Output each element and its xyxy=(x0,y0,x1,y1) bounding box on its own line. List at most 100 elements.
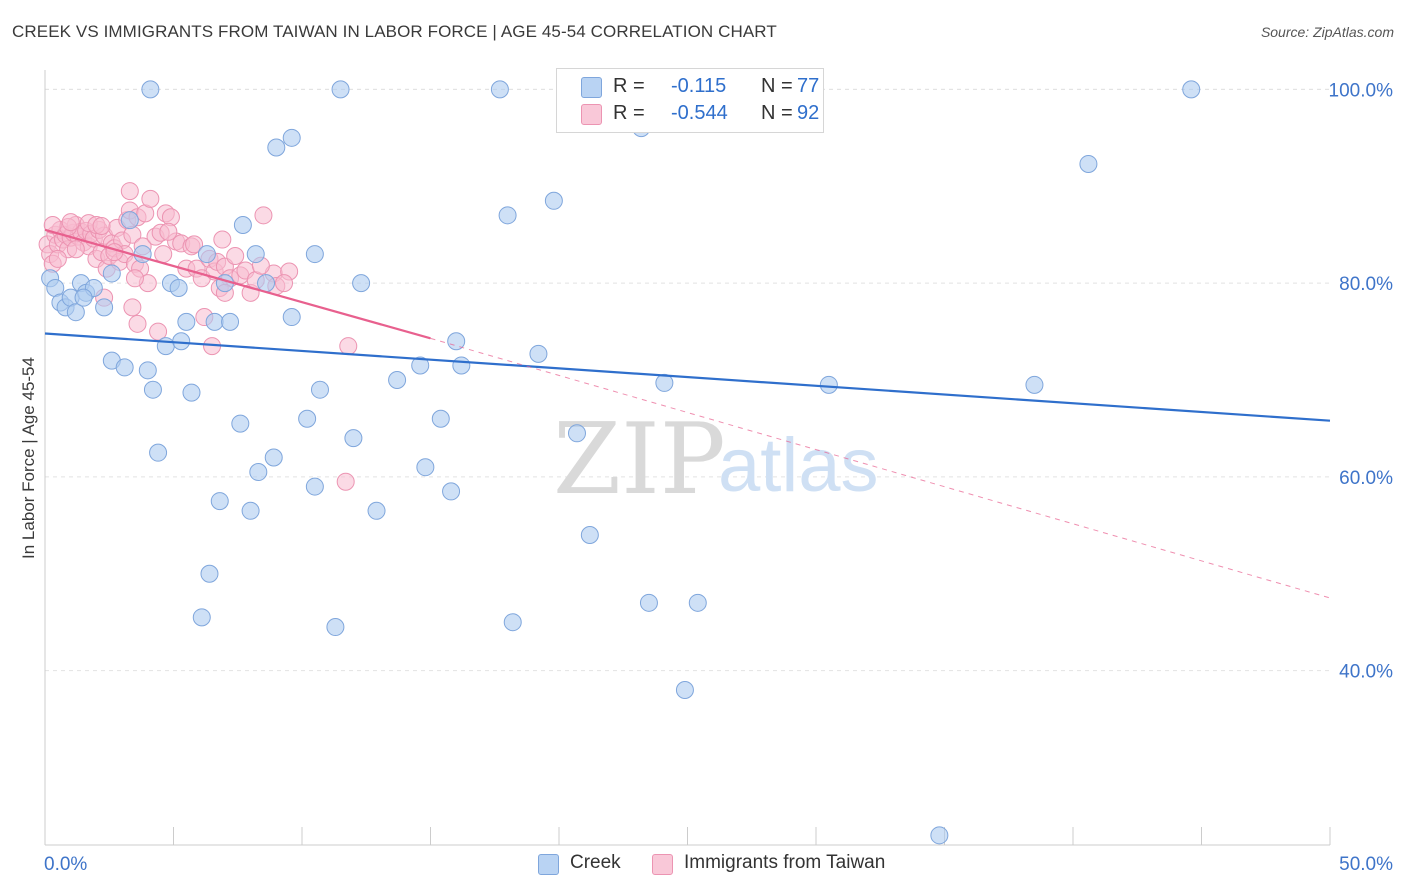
grid-lines xyxy=(45,88,1330,672)
watermark-zip: ZIP xyxy=(553,403,726,517)
creek-point xyxy=(639,593,658,612)
creek-point xyxy=(120,211,139,230)
creek-point xyxy=(431,409,450,428)
taiwan-point xyxy=(275,274,294,293)
creek-point xyxy=(200,564,219,583)
creek-point xyxy=(1182,80,1201,99)
taiwan-point xyxy=(61,213,80,232)
creek-swatch xyxy=(581,77,602,98)
creek-point xyxy=(442,482,461,501)
chart-title: CREEK VS IMMIGRANTS FROM TAIWAN IN LABOR… xyxy=(12,22,777,41)
taiwan-point xyxy=(128,314,147,333)
creek-point xyxy=(233,216,252,234)
watermark-atlas: atlas xyxy=(718,423,879,508)
taiwan-point xyxy=(185,235,204,254)
taiwan-point xyxy=(48,249,67,268)
stats-legend: R = -0.115 N = 77 R = -0.544 N = 92 xyxy=(556,68,824,133)
axes xyxy=(44,70,1331,846)
taiwan-swatch xyxy=(652,854,673,875)
creek-point xyxy=(205,312,224,331)
source-label: Source: ZipAtlas.com xyxy=(1260,24,1394,40)
taiwan-point xyxy=(254,206,273,225)
creek-point xyxy=(156,337,175,356)
creek-point xyxy=(503,613,522,632)
y-tick-label: 100.0% xyxy=(1329,80,1394,101)
creek-point xyxy=(567,424,586,443)
n-value: 77 xyxy=(797,75,820,97)
r-label: R = xyxy=(613,102,645,124)
creek-point xyxy=(930,826,949,845)
creek-point xyxy=(210,492,229,511)
creek-point xyxy=(197,245,216,264)
taiwan-point xyxy=(149,322,168,341)
creek-point xyxy=(688,593,707,612)
creek-point xyxy=(95,298,114,317)
creek-point xyxy=(257,274,276,293)
creek-point xyxy=(282,128,301,147)
x-tick-label: 50.0% xyxy=(1339,854,1393,875)
creek-point xyxy=(264,448,283,467)
taiwan-point xyxy=(154,245,173,264)
taiwan-swatch xyxy=(581,104,602,125)
taiwan-point xyxy=(66,240,85,259)
creek-point xyxy=(326,618,345,637)
taiwan-point xyxy=(213,230,232,249)
creek-point xyxy=(249,463,268,482)
creek-point xyxy=(177,312,196,331)
legend-label-taiwan: Immigrants from Taiwan xyxy=(684,852,886,873)
creek-point xyxy=(182,383,201,402)
taiwan-point xyxy=(125,269,144,288)
creek-point xyxy=(149,443,168,462)
taiwan-point xyxy=(226,247,245,265)
y-axis-label: In Labor Force | Age 45-54 xyxy=(19,357,38,559)
creek-point xyxy=(143,380,162,399)
creek-point xyxy=(580,526,599,544)
creek-point xyxy=(231,414,250,433)
creek-point xyxy=(331,80,350,99)
creek-point xyxy=(305,245,324,264)
creek-point xyxy=(529,344,548,363)
creek-point xyxy=(246,245,265,264)
r-value: -0.544 xyxy=(671,102,728,124)
trend-lines xyxy=(44,228,1331,599)
creek-point xyxy=(298,409,317,428)
creek-swatch xyxy=(538,854,559,875)
creek-point xyxy=(115,358,134,377)
creek-point xyxy=(192,608,211,627)
creek-point xyxy=(388,371,407,389)
creek-point xyxy=(544,191,563,210)
creek-point xyxy=(655,373,674,392)
n-label: N = xyxy=(761,75,793,97)
taiwan-point xyxy=(159,222,178,241)
creek-point xyxy=(498,206,517,225)
creek-point xyxy=(74,288,93,307)
n-label: N = xyxy=(761,102,793,124)
creek-point xyxy=(102,264,121,283)
taiwan-trend-line xyxy=(44,228,431,340)
taiwan-point xyxy=(336,472,355,491)
creek-point xyxy=(1025,375,1044,394)
creek-point xyxy=(305,477,324,496)
creek-point xyxy=(352,274,371,293)
r-label: R = xyxy=(613,75,645,97)
creek-point xyxy=(66,303,85,322)
creek-point xyxy=(282,308,301,327)
n-value: 92 xyxy=(797,102,820,124)
legend-label-creek: Creek xyxy=(570,852,621,873)
taiwan-point xyxy=(92,216,111,235)
taiwan-trend-extension xyxy=(430,337,1331,599)
taiwan-point xyxy=(339,337,358,356)
y-tick-label: 80.0% xyxy=(1339,274,1393,295)
creek-point xyxy=(675,681,694,699)
creek-point xyxy=(411,356,430,375)
taiwan-point xyxy=(120,182,139,201)
creek-point xyxy=(310,380,329,399)
creek-point xyxy=(141,80,160,99)
creek-point xyxy=(490,80,509,99)
taiwan-point xyxy=(141,189,160,208)
y-tick-label: 60.0% xyxy=(1339,468,1393,489)
creek-point xyxy=(447,332,466,351)
r-value: -0.115 xyxy=(671,75,727,97)
creek-point xyxy=(819,375,838,394)
